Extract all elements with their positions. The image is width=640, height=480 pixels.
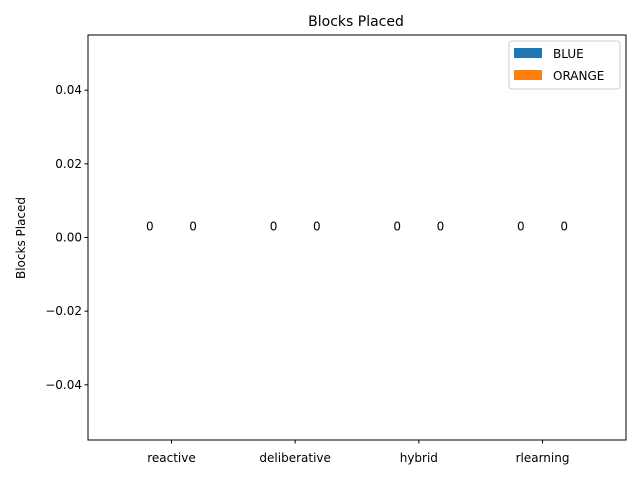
y-tick-label: 0.00 [55, 231, 82, 245]
x-tick-label: deliberative [259, 451, 330, 465]
bar-value-label: 0 [313, 220, 321, 234]
legend-swatch-blue [514, 48, 542, 58]
bar-value-label: 0 [437, 220, 445, 234]
bar-value-label: 0 [189, 220, 197, 234]
axis-ticks: −0.04 −0.02 0.00 0.02 0.04 reactive deliberati… [45, 83, 569, 465]
x-tick-label: hybrid [400, 451, 438, 465]
y-tick-label: −0.04 [45, 378, 82, 392]
bar-value-label: 0 [517, 220, 525, 234]
bar-labels: 0 0 0 0 0 0 0 0 [146, 220, 568, 234]
legend-label-blue: BLUE [553, 47, 584, 61]
y-tick-label: −0.02 [45, 304, 82, 318]
bar-value-label: 0 [270, 220, 278, 234]
legend: BLUE ORANGE [508, 40, 621, 90]
bar-value-label: 0 [393, 220, 401, 234]
y-axis-label: Blocks Placed [14, 197, 28, 279]
chart-title: Blocks Placed [308, 14, 404, 30]
bar-value-label: 0 [560, 220, 568, 234]
legend-swatch-orange [514, 70, 542, 80]
y-tick-label: 0.04 [55, 83, 82, 97]
plot-frame [87, 34, 627, 441]
x-tick-label: rlearning [516, 451, 570, 465]
y-tick-label: 0.02 [55, 157, 82, 171]
legend-label-orange: ORANGE [553, 69, 604, 83]
bar-value-label: 0 [146, 220, 154, 234]
x-tick-label: reactive [147, 451, 196, 465]
